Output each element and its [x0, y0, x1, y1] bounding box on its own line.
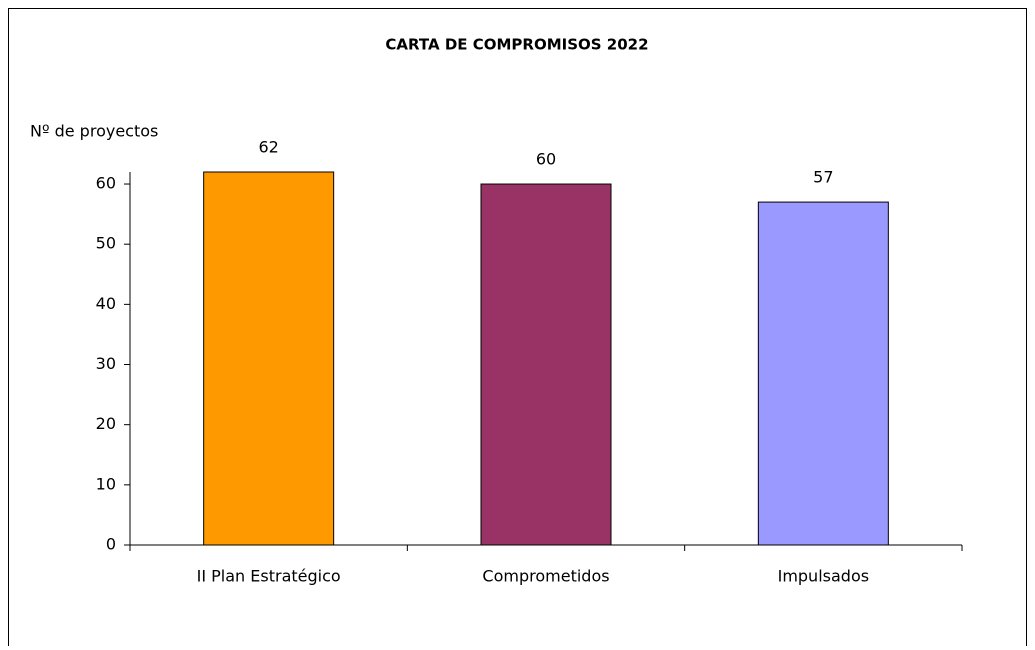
- bar: [757, 201, 889, 546]
- chart-title: CARTA DE COMPROMISOS 2022: [385, 36, 648, 54]
- x-tick-label: Impulsados: [778, 567, 869, 586]
- x-tick-label: Comprometidos: [482, 567, 609, 586]
- bar: [203, 171, 335, 546]
- y-tick-label: 10: [96, 474, 116, 493]
- y-tick-label: 30: [96, 354, 116, 373]
- y-tick-label: 0: [106, 535, 116, 554]
- y-tick-label: 60: [96, 174, 116, 193]
- x-tick-label: II Plan Estratégico: [197, 567, 341, 586]
- data-label: 60: [536, 150, 556, 169]
- y-axis-label: Nº de proyectos: [30, 122, 158, 141]
- bar: [480, 183, 612, 546]
- y-tick-label: 50: [96, 234, 116, 253]
- y-tick-label: 40: [96, 294, 116, 313]
- data-label: 62: [258, 138, 278, 157]
- data-label: 57: [813, 168, 833, 187]
- y-tick-label: 20: [96, 414, 116, 433]
